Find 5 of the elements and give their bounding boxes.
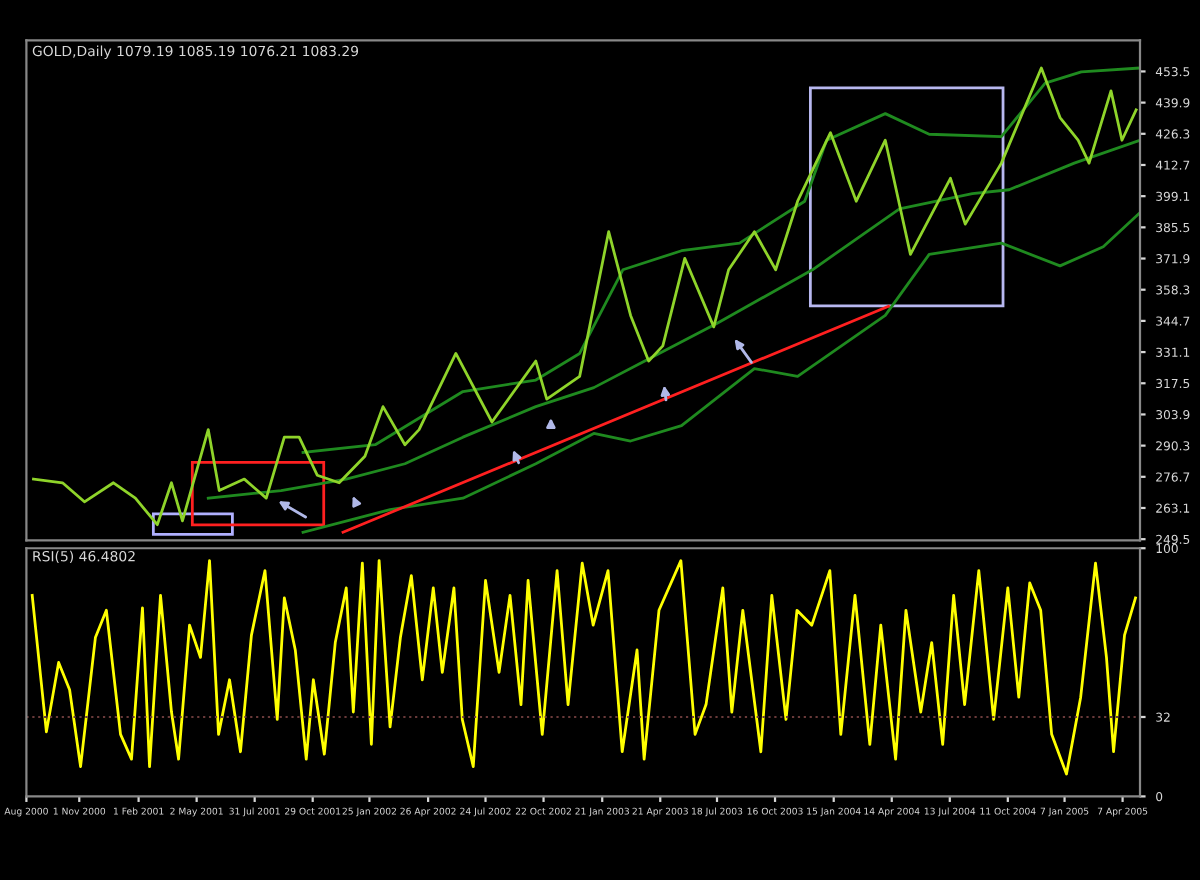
line-series [301, 66, 1140, 454]
line-series [32, 66, 1138, 527]
line-series [301, 211, 1140, 534]
line-series [30, 559, 1137, 776]
line-series [206, 138, 1140, 500]
